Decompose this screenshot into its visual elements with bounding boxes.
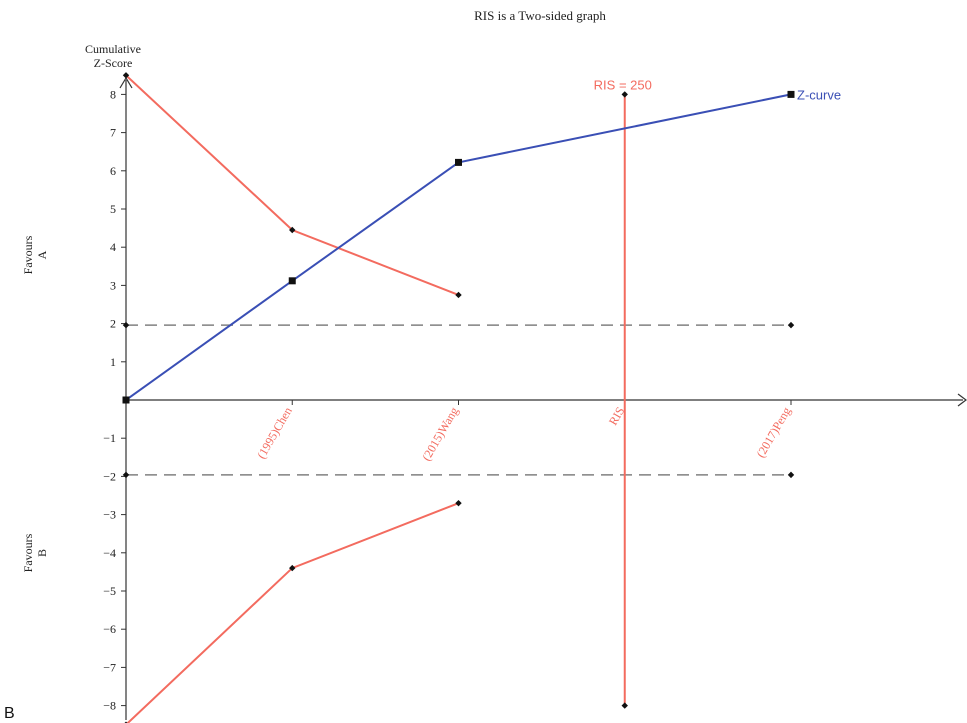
favours-a-label-line-2: A <box>35 250 49 259</box>
z-curve-point <box>787 90 795 98</box>
favours-b-label-line-2: B <box>35 549 49 557</box>
z-curve-point <box>122 396 130 404</box>
z-curve-point <box>455 158 462 166</box>
y-tick-label: 7 <box>110 126 116 140</box>
x-axis-ticks: (1995)Chen (2015)Wang RIS (2017)Peng <box>254 400 794 463</box>
y-tick-label: −8 <box>103 699 116 713</box>
x-tick-label: (2015)Wang <box>419 405 461 464</box>
y-tick-label: −1 <box>103 431 116 445</box>
y-axis-label-line-2: Z-Score <box>94 56 133 70</box>
x-axis-arrow-icon <box>957 393 967 407</box>
conventional-boundary-point <box>122 471 130 479</box>
y-tick-label: 8 <box>110 87 116 101</box>
y-tick-label: −5 <box>103 584 116 598</box>
upper-monitoring-boundary-line <box>125 74 459 296</box>
upper-monitoring-boundary-point <box>122 72 130 79</box>
favours-b-label: Favours B <box>21 533 49 572</box>
z-curve-label: Z-curve <box>797 87 841 102</box>
favours-a-label-line-1: Favours <box>21 235 35 274</box>
ris-line-endpoint <box>621 91 628 98</box>
x-tick-label: (1995)Chen <box>254 405 295 462</box>
y-axis-ticks: 8 7 6 5 4 3 2 1 −1 −2 −3 −4 −5 −6 −7 −8 <box>103 87 126 713</box>
chart-title: RIS is a Two-sided graph <box>474 8 606 23</box>
conventional-boundary-point <box>122 321 130 329</box>
y-tick-label: 5 <box>110 202 116 216</box>
y-tick-label: 2 <box>110 317 116 331</box>
lower-monitoring-boundary-line <box>126 502 459 723</box>
y-tick-label: −7 <box>103 660 116 674</box>
panel-label: B <box>4 705 15 722</box>
x-tick-label: (2017)Peng <box>753 405 793 460</box>
plot-area: RIS = 250 Z-curve <box>122 72 841 723</box>
y-tick-label: −6 <box>103 622 116 636</box>
y-tick-label: 6 <box>110 164 116 178</box>
favours-b-label-line-1: Favours <box>21 533 35 572</box>
y-axis-label-line-1: Cumulative <box>85 42 141 56</box>
conventional-boundary-point <box>787 321 795 329</box>
y-tick-label: 3 <box>110 278 116 292</box>
ris-label: RIS = 250 <box>594 77 652 92</box>
lower-monitoring-boundary-point <box>289 564 296 572</box>
lower-monitoring-boundary-point <box>455 499 462 507</box>
y-tick-label: 1 <box>110 355 116 369</box>
favours-a-label: Favours A <box>21 235 49 274</box>
y-tick-label: −3 <box>103 508 116 522</box>
ris-line-endpoint <box>621 702 628 709</box>
y-tick-label: −4 <box>103 546 116 560</box>
z-curve-point <box>288 277 296 285</box>
y-tick-label: 4 <box>110 240 116 254</box>
z-curve-line <box>125 93 792 401</box>
conventional-boundary-point <box>787 471 795 479</box>
upper-monitoring-boundary-point <box>289 226 296 234</box>
y-tick-label: −2 <box>103 469 116 483</box>
upper-monitoring-boundary-point <box>455 291 462 299</box>
